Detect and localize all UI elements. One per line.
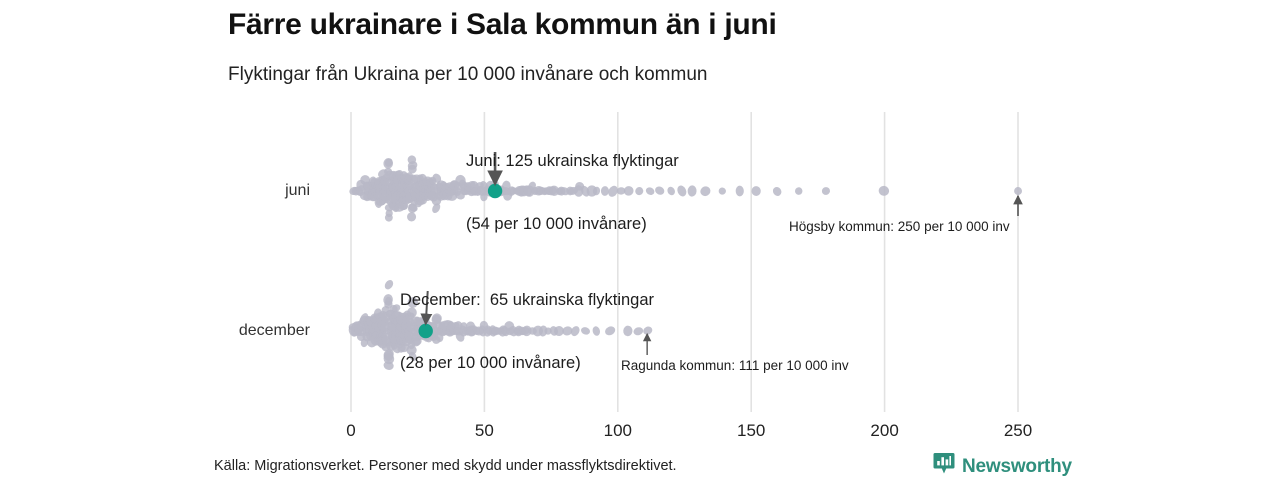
swarm-dot — [635, 187, 644, 196]
gridlines — [350, 112, 1019, 412]
leader-december-highlight — [420, 290, 433, 326]
category-label-december: december — [238, 322, 310, 339]
swarm-dot — [605, 326, 616, 336]
annotation-juni-line1: Juni: 125 ukrainska flyktingar — [466, 152, 679, 170]
annotation-december: December: 65 ukrainska flyktingar (28 pe… — [400, 248, 654, 416]
swarm-dot — [407, 203, 417, 214]
swarm-dot — [772, 186, 782, 196]
annotation-juni-line2: (54 per 10 000 invånare) — [466, 215, 647, 233]
outlier-label-hogsby: Högsby kommun: 250 per 10 000 inv — [789, 219, 1010, 234]
swarm-dot — [562, 326, 573, 336]
source-note: Källa: Migrationsverket. Personer med sk… — [214, 458, 677, 474]
swarm-dot — [687, 185, 697, 197]
highlight-dot-juni[interactable] — [487, 183, 503, 199]
swarm-dot — [538, 325, 548, 337]
annotation-juni: Juni: 125 ukrainska flyktingar (54 per 1… — [466, 109, 679, 277]
annotation-december-line1: December: 65 ukrainska flyktingar — [400, 291, 655, 309]
x-tick-250: 250 — [1003, 421, 1033, 440]
brand-name: Newsworthy — [962, 455, 1072, 477]
swarm-dot — [623, 325, 633, 337]
swarm-dot — [553, 326, 564, 337]
swarm-dot — [645, 187, 655, 195]
swarm-juni — [349, 155, 1023, 222]
swarm-dot — [383, 361, 394, 370]
swarm-dot — [384, 213, 393, 222]
swarm-dot — [608, 185, 618, 197]
swarm-dot — [751, 186, 761, 196]
brand-logo: Newsworthy — [933, 452, 1072, 481]
bar-chart-pin-icon — [933, 452, 955, 481]
swarm-dot — [1014, 186, 1023, 196]
x-tick-100: 100 — [603, 421, 632, 440]
swarm-dot — [718, 187, 726, 195]
x-tick-150: 150 — [737, 421, 766, 440]
swarm-dot — [406, 345, 417, 356]
swarm-dot — [432, 313, 442, 324]
swarm-dot — [667, 186, 675, 196]
x-tick-200: 200 — [870, 421, 899, 440]
swarm-dot — [383, 350, 394, 361]
outlier-label-ragunda: Ragunda kommun: 111 per 10 000 inv — [621, 358, 849, 373]
swarm-dot — [521, 325, 532, 337]
swarm-dot — [412, 337, 422, 346]
x-tick-50: 50 — [474, 421, 494, 440]
swarm-dot — [407, 212, 417, 222]
chart-title: Färre ukrainare i Sala kommun än i juni — [228, 8, 777, 41]
swarm-dot — [794, 187, 803, 195]
swarm-dot — [570, 326, 580, 337]
swarm-dot — [408, 351, 417, 361]
swarm-dot — [385, 296, 393, 306]
highlight-dot-december[interactable] — [418, 323, 433, 339]
swarm-dot — [643, 326, 653, 335]
swarm-dot — [623, 186, 634, 196]
swarm-dot — [407, 297, 419, 308]
category-label-juni: juni — [285, 182, 310, 199]
annotation-december-line2: (28 per 10 000 invånare) — [400, 354, 581, 372]
swarm-dot — [616, 187, 626, 195]
swarm-dot — [407, 307, 417, 318]
swarm-dot — [592, 326, 601, 336]
chart-subtitle: Flyktingar från Ukraina per 10 000 invån… — [228, 64, 708, 85]
swarm-dot — [633, 327, 644, 336]
swarm-dot — [592, 186, 601, 196]
swarm-dot — [677, 185, 687, 197]
swarm-dot — [878, 185, 890, 196]
swarm-dot — [407, 155, 417, 165]
swarm-dot — [383, 158, 394, 169]
swarm-dot — [700, 186, 711, 197]
swarm-dot — [432, 173, 442, 183]
swarm-dot — [600, 186, 609, 196]
swarm-dot — [821, 187, 830, 195]
x-tick-0: 0 — [346, 421, 356, 440]
swarm-dot — [580, 327, 591, 335]
swarm-dot — [384, 279, 394, 290]
swarm-dot — [735, 185, 744, 197]
swarm-dot — [432, 203, 441, 214]
swarm-dot — [655, 186, 665, 195]
swarm-dot — [392, 304, 401, 312]
